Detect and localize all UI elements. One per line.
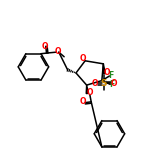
Text: F: F	[109, 71, 114, 81]
Polygon shape	[86, 85, 89, 94]
Text: O: O	[91, 79, 98, 88]
Polygon shape	[103, 64, 105, 74]
Text: O: O	[87, 88, 93, 97]
Text: O: O	[111, 79, 117, 88]
Text: O: O	[55, 47, 61, 56]
Text: O: O	[104, 68, 110, 78]
Text: O: O	[80, 97, 86, 106]
Text: F: F	[109, 80, 115, 89]
Text: O: O	[80, 54, 86, 63]
Text: O: O	[41, 42, 48, 51]
Text: S: S	[101, 79, 107, 88]
